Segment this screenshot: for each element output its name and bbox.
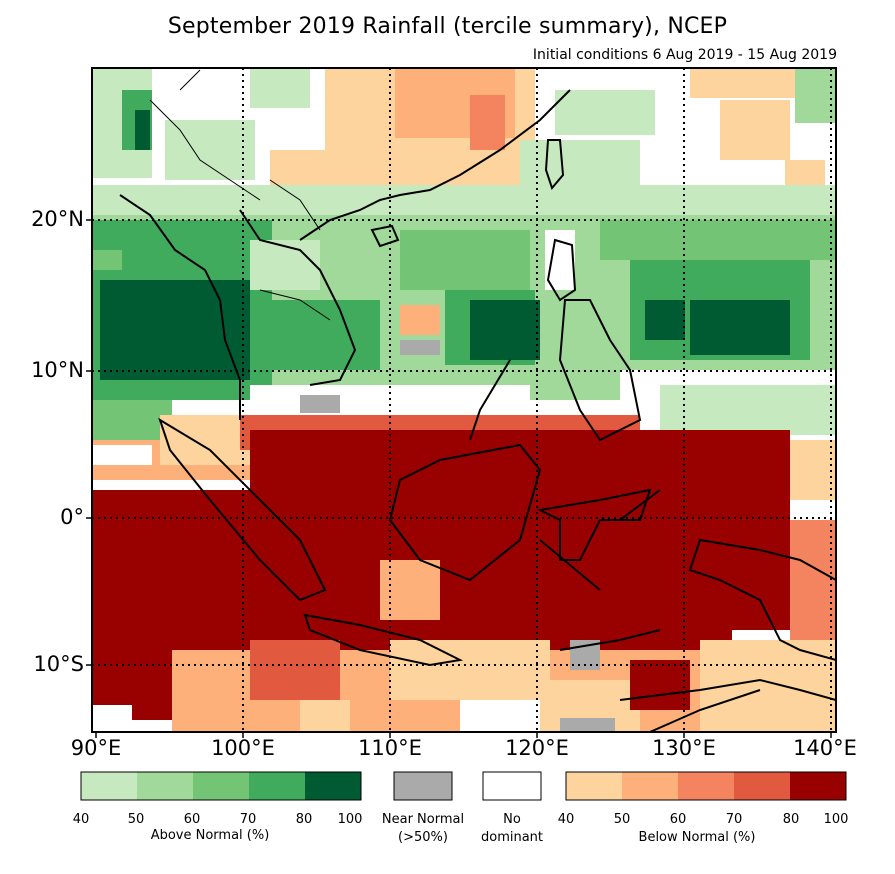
above-tick: 40 [72, 812, 90, 827]
tercile-cell [630, 660, 690, 710]
tercile-cell [400, 305, 440, 335]
tercile-cell [460, 700, 540, 732]
below-colorbar-segment [678, 772, 734, 800]
above-colorbar-segment [249, 772, 305, 800]
tercile-cell [92, 185, 836, 215]
near-caption-2: (>50%) [398, 830, 448, 845]
tercile-cell [250, 640, 340, 700]
tercile-cell [92, 705, 132, 732]
nodom-caption-2: dominant [480, 830, 544, 845]
tercile-cell [470, 95, 505, 150]
above-caption: Above Normal (%) [150, 828, 270, 843]
lon-label-140e: 140°E [793, 736, 857, 760]
above-tick: 80 [295, 812, 313, 827]
near-caption-1: Near Normal [381, 812, 465, 827]
above-tick: 50 [127, 812, 145, 827]
lat-label-10s: 10°S [33, 652, 84, 676]
graticule [92, 68, 836, 732]
tercile-cell [100, 280, 250, 380]
below-colorbar-segment [566, 772, 622, 800]
map-frame [91, 67, 837, 733]
above-tick: 100 [337, 812, 363, 827]
below-normal-colorbar [565, 771, 847, 801]
tercile-cell [135, 110, 150, 150]
above-colorbar-segment [81, 772, 137, 800]
lon-label-130e: 130°E [652, 736, 716, 760]
tercile-cell [390, 640, 550, 700]
tercile-cell [300, 700, 350, 732]
tercile-cell [690, 300, 790, 355]
tercile-cell [645, 300, 685, 340]
lon-label-90e: 90°E [70, 736, 122, 760]
tercile-cell [555, 90, 655, 135]
above-colorbar-segment [137, 772, 193, 800]
tercile-cell [250, 240, 320, 290]
tercile-cell [660, 385, 836, 435]
tercile-cell [250, 68, 310, 108]
tercile-cell [92, 250, 122, 270]
lon-label-100e: 100°E [211, 736, 275, 760]
below-colorbar-segment [790, 772, 846, 800]
map-subtitle: Initial conditions 6 Aug 2019 - 15 Aug 2… [532, 47, 837, 63]
legend [80, 771, 847, 801]
country-borders [149, 69, 331, 321]
near-normal-swatch [393, 771, 453, 801]
tercile-cell [600, 220, 836, 260]
tercile-cell [520, 140, 640, 190]
tercile-cell [470, 300, 540, 360]
tercile-cell [720, 100, 790, 160]
lat-label-10n: 10°N [31, 358, 84, 382]
tercile-cell [790, 520, 836, 640]
tercile-cell [92, 400, 172, 445]
above-colorbar-segment [193, 772, 249, 800]
tercile-cell [92, 445, 152, 465]
below-tick: 70 [725, 812, 743, 827]
tercile-cell [545, 230, 575, 290]
tercile-cell [730, 490, 790, 630]
below-colorbar-frame [565, 771, 847, 801]
lat-label-20n: 20°N [31, 207, 84, 231]
below-colorbar-segment [622, 772, 678, 800]
above-tick: 60 [183, 812, 201, 827]
tercile-cell [250, 430, 790, 500]
above-normal-colorbar [80, 771, 362, 801]
above-tick: 70 [239, 812, 257, 827]
axis-ticks [86, 219, 832, 738]
below-colorbar-segment [734, 772, 790, 800]
below-tick: 60 [669, 812, 687, 827]
map-title: September 2019 Rainfall (tercile summary… [167, 14, 728, 39]
below-tick: 100 [823, 812, 849, 827]
nodom-caption-1: No [503, 812, 521, 827]
no-dominant-swatch [482, 771, 542, 801]
below-tick: 40 [557, 812, 575, 827]
tercile-cell [400, 340, 440, 355]
tercile-cell [250, 300, 380, 370]
tercile-cell [795, 68, 836, 123]
lon-label-120e: 120°E [505, 736, 569, 760]
tercile-cell [300, 395, 340, 413]
tercile-cell [400, 230, 530, 290]
below-tick: 80 [782, 812, 800, 827]
above-colorbar-frame [80, 771, 362, 801]
below-caption: Below Normal (%) [638, 830, 756, 845]
tercile-cell [560, 718, 615, 732]
coastlines [119, 89, 836, 732]
below-tick: 50 [613, 812, 631, 827]
lon-label-110e: 110°E [358, 736, 422, 760]
above-colorbar-segment [305, 772, 361, 800]
lat-label-0: 0° [60, 505, 84, 529]
